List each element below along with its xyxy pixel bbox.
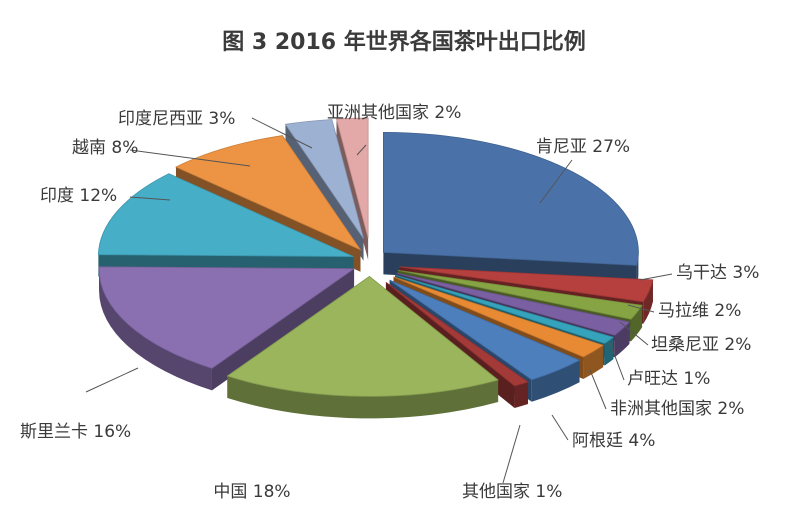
pie-slice-top (395, 274, 615, 344)
slice-label: 马拉维 2% (658, 301, 741, 321)
pie-slice-rim (227, 376, 499, 419)
leader-line (356, 144, 367, 156)
pie-slice (98, 266, 356, 391)
pie-slice-rim (514, 381, 529, 408)
slice-label: 阿根廷 4% (572, 431, 655, 451)
label-leader-lines (85, 117, 673, 484)
slice-label: 其他国家 1% (462, 482, 562, 502)
leader-line (129, 149, 251, 167)
slice-label: 亚洲其他国家 2% (327, 103, 461, 123)
leader-line (85, 367, 139, 393)
slice-label: 斯里兰卡 16% (20, 422, 131, 442)
slice-label: 坦桑尼亚 2% (651, 335, 751, 355)
slice-label: 肯尼亚 27% (536, 137, 630, 157)
pie-slice-top (383, 131, 639, 266)
pie-slice-top (393, 276, 604, 358)
slice-label: 印度 12% (40, 186, 117, 206)
slice-label: 卢旺达 1% (627, 369, 710, 389)
pie-slice-rim (604, 337, 614, 366)
pie-slice-wall (211, 268, 355, 391)
pie-slice-rim (531, 360, 580, 402)
leader-line (129, 196, 171, 201)
pie-slice-top (396, 272, 631, 336)
pie-slice-top (389, 279, 581, 381)
pie-slice-rim (630, 305, 643, 342)
pie-slice-top (335, 117, 369, 239)
slice-label: 乌干达 3% (676, 263, 759, 283)
leader-line (539, 159, 573, 204)
pie-labels: 肯尼亚 27% 乌干达 3% 马拉维 2% 坦桑尼亚 2% 卢旺达 1% 非洲其他国家 2… (20, 103, 759, 502)
pie-slice-top (97, 173, 354, 257)
pie-slice (226, 275, 499, 419)
pie-slice-top (98, 266, 356, 369)
pie-slice-rim (614, 322, 630, 358)
pie-slice-top (175, 135, 362, 251)
pie-slice-top (398, 270, 643, 320)
leader-line (609, 342, 625, 381)
pie-slice-top (284, 119, 364, 239)
chart-title: 图 3 2016 年世界各国茶叶出口比例 (222, 30, 586, 55)
leader-line (639, 273, 673, 281)
pie-slice-rim (99, 268, 212, 391)
pie-slice-rim (583, 345, 604, 379)
leader-line (251, 117, 313, 149)
pie-slice-rim (643, 279, 653, 324)
slice-label: 中国 18% (213, 482, 290, 502)
leader-line (551, 414, 569, 441)
slice-label: 越南 8% (72, 138, 138, 158)
slice-label: 印度尼西亚 3% (118, 109, 235, 129)
pie-slice-top (399, 266, 654, 303)
slice-label: 非洲其他国家 2% (610, 399, 744, 419)
leader-line (502, 424, 521, 484)
leader-line (619, 321, 649, 346)
pie-slice-top (226, 275, 499, 397)
leader-line (589, 369, 607, 410)
pie-slices (97, 117, 654, 419)
pie-slice-top (385, 282, 529, 387)
leader-line (627, 304, 655, 313)
